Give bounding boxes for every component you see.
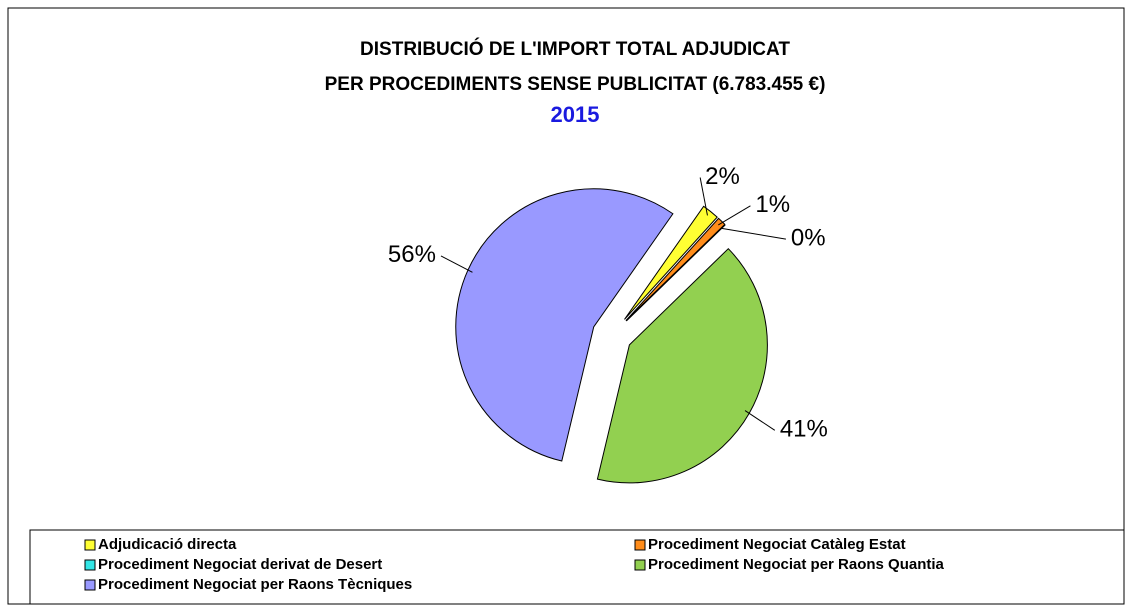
legend-swatch [84,539,96,551]
data-label: 0% [791,224,826,251]
leader-line [721,227,786,240]
legend-label: Procediment Negociat per Raons Tècniques [98,576,412,593]
data-label: 2% [705,163,740,190]
chart-subtitle: 2015 [551,102,600,127]
legend-label: Procediment Negociat derivat de Desert [98,556,382,573]
legend-label: Procediment Negociat Catàleg Estat [648,536,906,553]
leader-line [440,255,473,273]
legend-swatch [634,559,646,571]
legend-swatch [634,539,646,551]
pie-slice [625,217,726,321]
leader-line [744,410,776,431]
data-label: 1% [755,191,790,218]
data-label: 41% [780,416,828,443]
legend-label: Adjudicació directa [98,536,237,553]
legend-label: Procediment Negociat per Raons Quantia [648,556,945,573]
leader-line [699,177,708,216]
pie-slice [624,205,718,320]
legend-box [29,529,1125,605]
leader-line [718,205,751,226]
chart-title: PER PROCEDIMENTS SENSE PUBLICITAT (6.783… [325,74,826,95]
legend-swatch [84,559,96,571]
chart-title: DISTRIBUCIÓ DE L'IMPORT TOTAL ADJUDICAT [360,38,790,60]
data-label: 56% [388,241,436,268]
legend-swatch [84,579,96,591]
